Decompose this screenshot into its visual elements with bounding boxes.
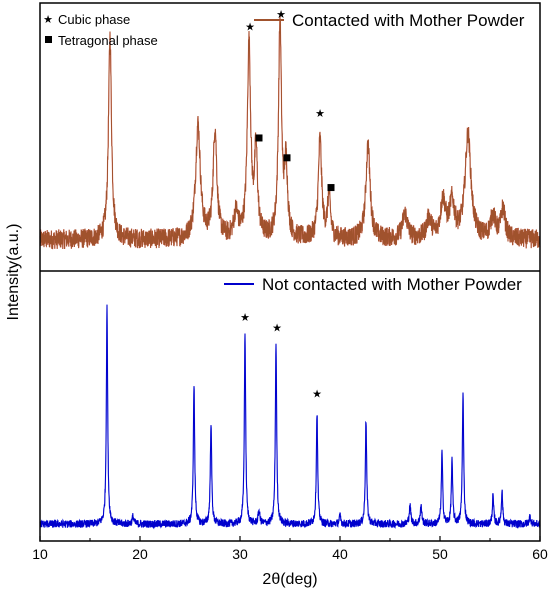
x-tick-label-20: 20: [132, 546, 148, 562]
cubic-marker-top-2: ★: [315, 108, 325, 120]
x-tick-label-10: 10: [32, 546, 48, 562]
x-tick-label-40: 40: [332, 546, 348, 562]
x-tick-label-50: 50: [432, 546, 448, 562]
legend-top-label: Contacted with Mother Powder: [292, 11, 525, 30]
x-axis-label: 2θ(deg): [262, 571, 317, 588]
cubic-marker-top-0: ★: [245, 21, 255, 33]
cubic-marker-bottom-1: ★: [272, 322, 282, 334]
plot-frame: [39, 2, 541, 542]
legend-cubic-icon: ★: [43, 14, 53, 26]
y-axis-label: Intensity(a.u.): [5, 224, 22, 321]
tetragonal-marker-top-5: [327, 184, 335, 192]
series-bottom-line: [39, 304, 541, 530]
legend-tetragonal-icon: [45, 36, 52, 43]
tetragonal-marker-top-3: [255, 134, 263, 142]
x-tick-label-30: 30: [232, 546, 248, 562]
legend-tetragonal-label: Tetragonal phase: [58, 33, 158, 48]
cubic-marker-bottom-2: ★: [312, 388, 322, 400]
legend-cubic-label: Cubic phase: [58, 12, 130, 27]
legend-bottom-label: Not contacted with Mother Powder: [262, 275, 522, 294]
series-top-line: [39, 16, 541, 250]
series-bottom-noise-line: [39, 304, 541, 530]
cubic-marker-top-1: ★: [276, 9, 286, 21]
tetragonal-marker-top-4: [283, 154, 291, 162]
x-tick-label-60: 60: [532, 546, 548, 562]
cubic-marker-bottom-0: ★: [240, 312, 250, 324]
